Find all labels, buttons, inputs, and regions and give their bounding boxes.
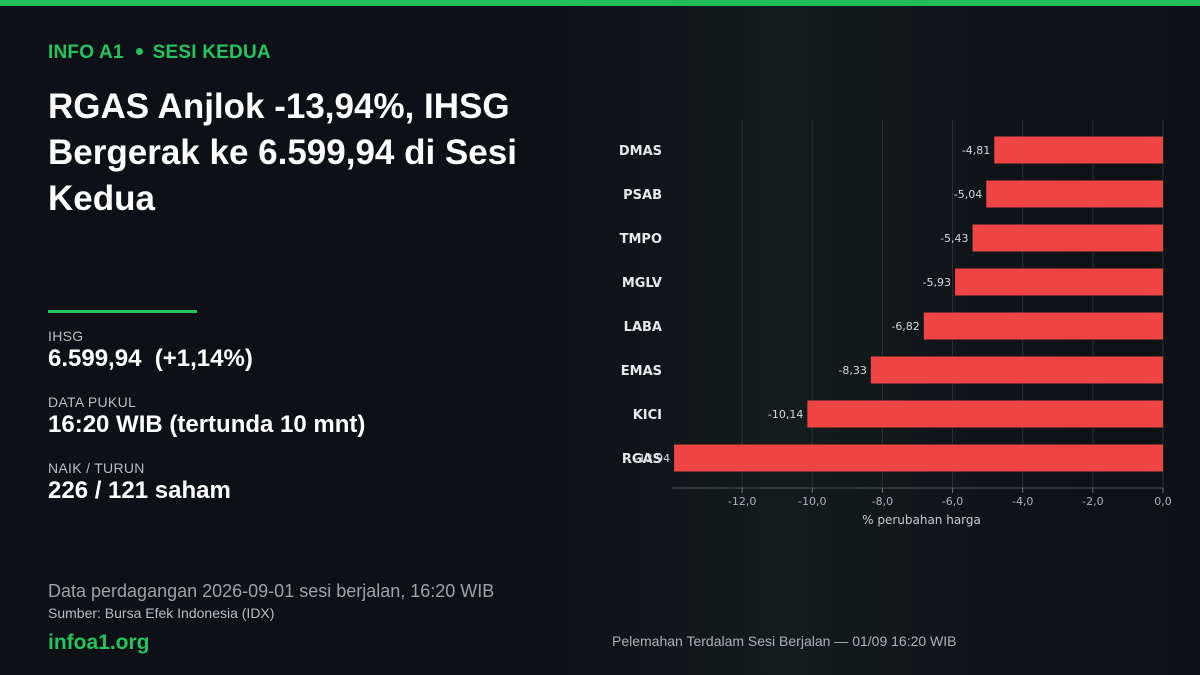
bar-kici bbox=[807, 400, 1163, 428]
x-tick-label: -2,0 bbox=[1082, 495, 1103, 508]
category-label: RGAS bbox=[622, 452, 662, 467]
category-label: TMPO bbox=[620, 232, 662, 247]
bar-emas bbox=[870, 356, 1163, 384]
category-label: MGLV bbox=[622, 276, 662, 291]
stat-label: NAIK / TURUN bbox=[48, 460, 145, 476]
category-label: EMAS bbox=[621, 364, 662, 379]
bar-psab bbox=[986, 180, 1163, 208]
value-label: -10,14 bbox=[768, 408, 803, 421]
bar-tmpo bbox=[972, 224, 1163, 252]
bar-dmas bbox=[994, 136, 1163, 164]
x-axis-title: % perubahan harga bbox=[862, 513, 981, 527]
data-note: Data perdagangan 2026-09-01 sesi berjala… bbox=[48, 581, 495, 601]
value-label: -5,04 bbox=[954, 188, 982, 201]
site-link[interactable]: infoa1.org bbox=[48, 631, 150, 654]
value-label: -6,82 bbox=[891, 320, 919, 333]
bullet-dot-icon bbox=[135, 47, 143, 55]
stat-ihsg: IHSG 6.599,94 (+1,14%) bbox=[48, 328, 253, 373]
value-label: -5,93 bbox=[923, 276, 951, 289]
x-tick-label: 0,0 bbox=[1154, 495, 1172, 508]
headline: RGAS Anjlok -13,94%, IHSG Bergerak ke 6.… bbox=[48, 87, 517, 218]
stat-label: DATA PUKUL bbox=[48, 394, 137, 410]
stat-advance-decline: NAIK / TURUN 226 / 121 saham bbox=[48, 460, 231, 505]
stat-value: 226 / 121 saham bbox=[48, 477, 231, 504]
x-tick-label: -8,0 bbox=[872, 495, 893, 508]
x-tick-label: -12,0 bbox=[728, 495, 756, 508]
value-label: -8,33 bbox=[838, 364, 866, 377]
stat-value: 16:20 WIB (tertunda 10 mnt) bbox=[48, 411, 366, 438]
top-accent-bar bbox=[0, 0, 1200, 6]
x-tick-label: -6,0 bbox=[942, 495, 963, 508]
value-label: -5,43 bbox=[940, 232, 968, 245]
kicker-brand: INFO A1 bbox=[48, 42, 124, 63]
source-note: Sumber: Bursa Efek Indonesia (IDX) bbox=[48, 605, 275, 621]
bar-chart: DMAS -4,81 PSAB -5,04 TMPO -5,43 MGLV -5,93 LABA… bbox=[619, 120, 1172, 527]
bar-mglv bbox=[955, 268, 1163, 296]
bar-rgas bbox=[674, 444, 1163, 472]
category-label: KICI bbox=[633, 408, 662, 423]
chart-labels: DMAS -4,81 PSAB -5,04 TMPO -5,43 MGLV -5,93 LABA… bbox=[619, 144, 990, 467]
kicker: INFO A1 SESI KEDUA bbox=[48, 42, 271, 64]
stat-value: 6.599,94 (+1,14%) bbox=[48, 345, 253, 372]
value-label: -4,81 bbox=[962, 144, 990, 157]
category-label: PSAB bbox=[623, 188, 662, 203]
stat-data-time: DATA PUKUL 16:20 WIB (tertunda 10 mnt) bbox=[48, 394, 365, 439]
category-label: LABA bbox=[624, 320, 662, 335]
chart-grid bbox=[741, 120, 1164, 488]
section-divider bbox=[48, 310, 197, 313]
x-tick-label: -10,0 bbox=[798, 495, 826, 508]
chart-bars bbox=[674, 136, 1163, 472]
bar-laba bbox=[923, 312, 1163, 340]
x-tick-label: -4,0 bbox=[1012, 495, 1033, 508]
stat-label: IHSG bbox=[48, 328, 84, 344]
chart-caption: Pelemahan Terdalam Sesi Berjalan — 01/09… bbox=[612, 633, 957, 649]
chart-x-axis: -12,0 -10,0 -8,0 -6,0 -4,0 -2,0 0,0 % perubahan… bbox=[672, 487, 1172, 527]
kicker-section: SESI KEDUA bbox=[152, 42, 271, 63]
value-label: -13,94 bbox=[635, 452, 670, 465]
category-label: DMAS bbox=[619, 144, 662, 159]
